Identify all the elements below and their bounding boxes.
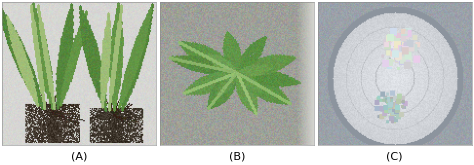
Text: (C): (C) <box>386 152 403 162</box>
Text: (A): (A) <box>71 152 88 162</box>
Text: (B): (B) <box>229 152 245 162</box>
